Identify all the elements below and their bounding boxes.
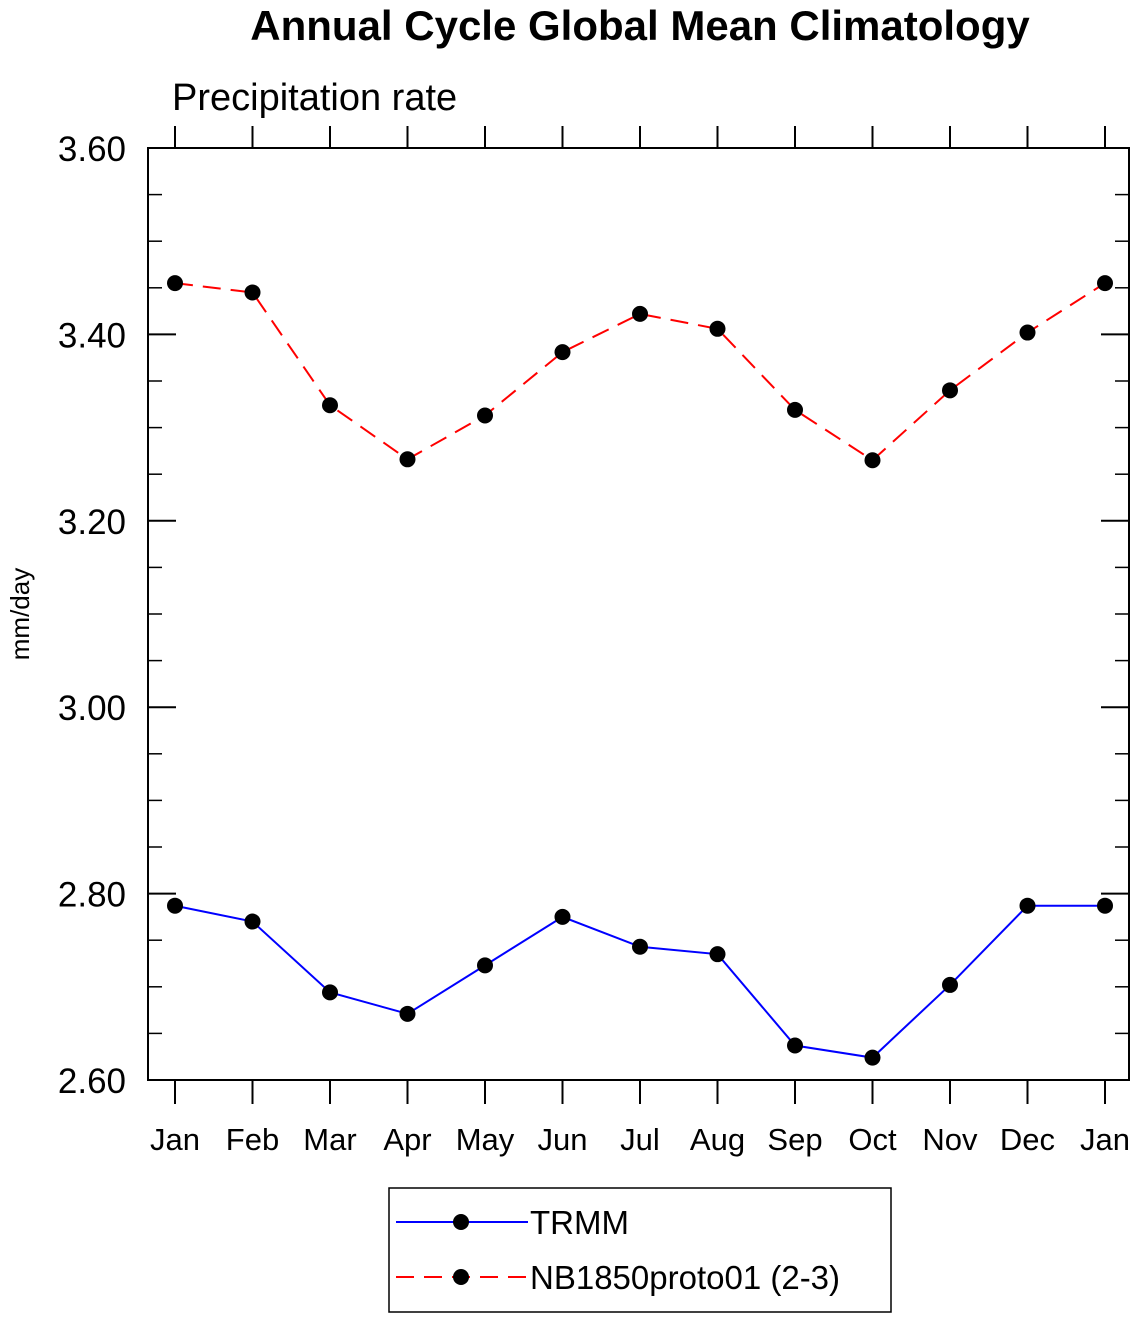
legend-label: TRMM bbox=[530, 1204, 629, 1241]
y-tick-label: 3.20 bbox=[58, 503, 126, 542]
axis-ticks bbox=[148, 126, 1129, 1104]
y-tick-label: 3.00 bbox=[58, 689, 126, 728]
data-point bbox=[942, 976, 958, 993]
x-tick-label: Jun bbox=[538, 1122, 588, 1157]
data-point bbox=[1097, 275, 1113, 292]
series-line bbox=[174, 904, 1105, 1059]
data-point bbox=[709, 320, 726, 337]
series-nb1850proto01 bbox=[167, 275, 1113, 469]
data-point bbox=[477, 957, 493, 974]
data-point bbox=[399, 1005, 416, 1022]
x-tick-labels: Jan Feb Mar Apr May Jun Jul Aug Sep Oct Nov Dec Jan bbox=[150, 1122, 1130, 1157]
x-tick-label: Nov bbox=[922, 1122, 978, 1157]
x-tick-label: Apr bbox=[383, 1122, 431, 1157]
series-trmm bbox=[167, 897, 1113, 1066]
y-tick-label: 3.40 bbox=[58, 316, 126, 355]
series-layer bbox=[167, 275, 1113, 1066]
chart-title: Annual Cycle Global Mean Climatology bbox=[250, 2, 1030, 49]
x-tick-label: Dec bbox=[1000, 1122, 1055, 1157]
legend-box bbox=[388, 1187, 892, 1313]
x-tick-label: May bbox=[456, 1122, 515, 1157]
data-point bbox=[554, 344, 571, 361]
data-point bbox=[322, 984, 338, 1001]
data-point bbox=[167, 275, 183, 292]
x-tick-label: Oct bbox=[848, 1122, 897, 1157]
legend: TRMM NB1850proto01 (2-3) bbox=[388, 1187, 892, 1313]
x-tick-label: Jan bbox=[1080, 1122, 1130, 1157]
data-point bbox=[864, 452, 881, 469]
data-point bbox=[709, 946, 726, 963]
x-tick-label: Jan bbox=[150, 1122, 200, 1157]
data-point bbox=[1019, 897, 1036, 914]
data-point bbox=[399, 451, 416, 468]
data-point bbox=[244, 913, 261, 930]
data-point bbox=[787, 1037, 803, 1054]
x-tick-label: Aug bbox=[690, 1122, 745, 1157]
data-point bbox=[942, 382, 958, 399]
x-tick-label: Sep bbox=[767, 1122, 822, 1157]
legend-marker bbox=[453, 1269, 469, 1285]
y-tick-label: 2.80 bbox=[58, 876, 126, 915]
data-point bbox=[632, 938, 648, 955]
y-tick-label: 2.60 bbox=[58, 1062, 126, 1101]
data-point bbox=[322, 397, 338, 414]
data-point bbox=[554, 908, 571, 925]
chart-subtitle: Precipitation rate bbox=[172, 77, 457, 119]
data-point bbox=[864, 1049, 881, 1066]
x-tick-label: Jul bbox=[620, 1122, 660, 1157]
data-point bbox=[167, 897, 183, 914]
data-point bbox=[1097, 897, 1113, 914]
legend-label: NB1850proto01 (2-3) bbox=[530, 1259, 840, 1296]
x-tick-label: Feb bbox=[226, 1122, 279, 1157]
legend-marker bbox=[453, 1214, 469, 1230]
x-tick-label: Mar bbox=[303, 1122, 356, 1157]
y-tick-labels: 2.60 2.80 3.00 3.20 3.40 3.60 bbox=[58, 130, 126, 1101]
data-point bbox=[632, 305, 648, 322]
data-point bbox=[244, 284, 261, 301]
data-point bbox=[787, 401, 803, 418]
y-tick-label: 3.60 bbox=[58, 130, 126, 169]
data-point bbox=[477, 407, 493, 424]
y-axis-label: mm/day bbox=[5, 568, 35, 660]
data-point bbox=[1019, 324, 1036, 341]
